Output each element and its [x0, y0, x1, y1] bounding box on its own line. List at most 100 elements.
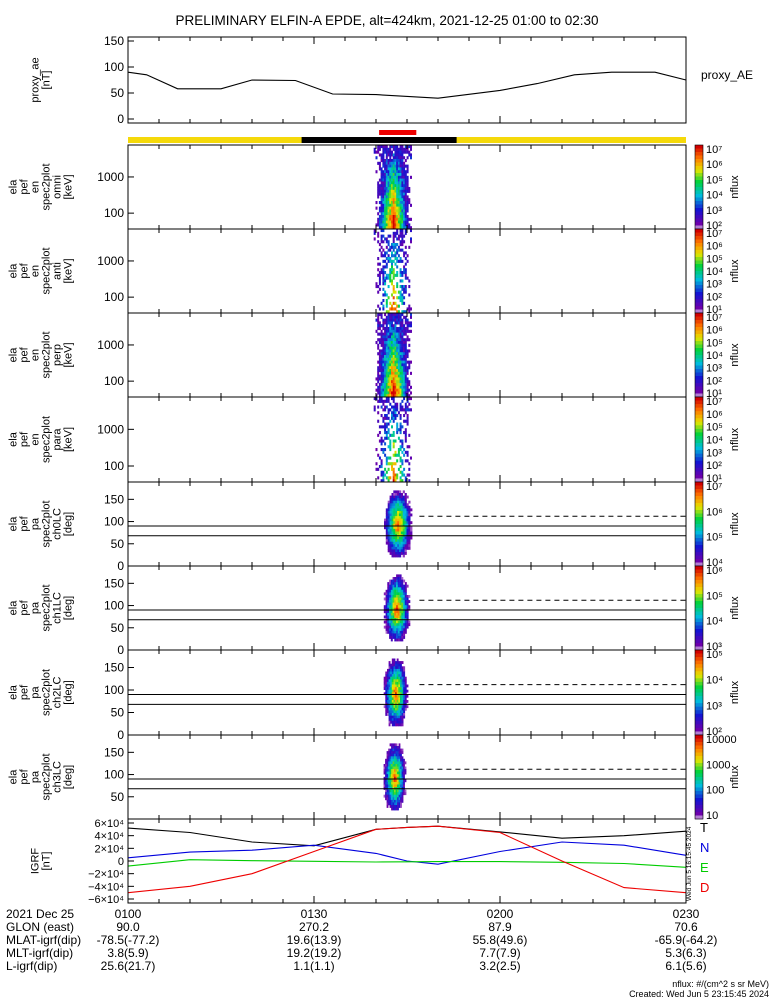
spectrogram-pixel [392, 273, 395, 277]
spectrogram-pixel [384, 473, 387, 477]
colorbar-segment [695, 264, 703, 268]
spectrogram-pixel [378, 363, 381, 367]
colorbar-segment [695, 201, 703, 205]
pitch-pixel [404, 707, 407, 711]
spectrogram-pixel [380, 315, 383, 319]
pitch-pixel [389, 771, 392, 775]
pitch-pixel [408, 508, 411, 512]
spectrogram-pixel [401, 234, 404, 238]
ylabel-9: IGRF [nT] [30, 848, 53, 875]
spectrogram-pixel [401, 321, 404, 325]
spectrogram-pixel [394, 416, 397, 420]
spectrogram-pixel [399, 346, 402, 350]
colorbar-segment [695, 611, 703, 616]
spectrogram-pixel [404, 245, 407, 249]
pitch-pixel [394, 615, 397, 619]
pitch-pixel [395, 769, 398, 772]
colorbar-segment [695, 678, 703, 683]
pitch-pixel [395, 668, 397, 672]
ylabel-8: ela pef pa spec2plot ch3LC [deg] [8, 753, 75, 800]
pitch-pixel [403, 687, 406, 690]
spectrogram-pixel [377, 399, 380, 403]
pitch-pixel [400, 676, 402, 680]
pitch-pixel [394, 799, 396, 803]
pitch-pixel [390, 592, 393, 596]
spectrogram-pixel [391, 223, 393, 227]
spectrogram-pixel [385, 329, 388, 333]
spectrogram-pixel [387, 366, 390, 370]
pitch-pixel [385, 774, 387, 778]
spectrogram-pixel [401, 145, 404, 149]
pitch-pixel [392, 600, 395, 603]
pitch-pixel [387, 513, 390, 517]
spectrogram-pixel [396, 360, 399, 364]
pitch-pixel [404, 531, 407, 535]
colorbar-segment [695, 496, 703, 500]
spectrogram-pixel [403, 338, 406, 342]
spectrogram-pixel [403, 167, 406, 171]
pitch-pixel [408, 521, 411, 525]
spectrogram-pixel [401, 310, 404, 314]
pitch-pixel [399, 638, 402, 642]
colorbar-tick-label: 10¹ [706, 473, 722, 485]
pitch-pixel [400, 513, 403, 517]
spectrogram-pixel [392, 147, 395, 151]
pitch-pixel [395, 495, 398, 499]
pitch-pixel [404, 516, 407, 519]
pitch-pixel [390, 689, 393, 693]
pitch-pixel [397, 549, 400, 553]
spectrogram-pixel [394, 307, 397, 311]
spectrogram-pixel [384, 290, 387, 294]
pitch-pixel [391, 676, 394, 680]
spectrogram-pixel [406, 408, 409, 412]
spectrogram-pixel [380, 212, 383, 216]
spectrogram-pixel [382, 394, 385, 398]
pitch-pixel [390, 630, 393, 634]
pitch-pixel [387, 587, 390, 591]
colorbar-label: nflux [729, 343, 741, 367]
spectrogram-pixel [385, 304, 388, 308]
spectrogram-pixel [404, 369, 407, 373]
spectrogram-pixel [387, 259, 390, 263]
ylabel-line: anti [52, 262, 64, 280]
colorbar-segment [695, 208, 703, 212]
spectrogram-pixel [392, 476, 395, 480]
pitch-pixel [402, 521, 405, 525]
pitch-pixel [403, 710, 406, 714]
ylabel-6: ela pef pa spec2plot ch1LC [deg] [8, 584, 75, 631]
pitch-pixel [395, 679, 397, 683]
spectrogram-pixel [385, 240, 388, 244]
pitch-pixel [410, 531, 413, 535]
plot-title: PRELIMINARY ELFIN-A EPDE, alt=424km, 202… [175, 13, 598, 28]
spectrogram-pixel [391, 164, 393, 168]
colorbar-segment [695, 460, 703, 465]
colorbar-segment [695, 257, 703, 261]
spectrogram-pixel [396, 459, 399, 463]
spectrogram-pixel [380, 394, 383, 398]
pitch-pixel [389, 794, 392, 798]
spectrogram-pixel [403, 265, 406, 269]
spectrogram-pixel [392, 355, 395, 359]
spectrogram-pixel [387, 178, 390, 182]
colorbar-segment [695, 478, 703, 483]
panel-frame [127, 36, 687, 124]
pitch-pixel [399, 544, 402, 548]
pitch-pixel [401, 697, 404, 701]
spectrogram-pixel [406, 352, 409, 356]
spectrogram-pixel [380, 268, 383, 272]
pitch-pixel [395, 684, 397, 688]
spectrogram-pixel [396, 383, 399, 387]
spectrogram-pixel [401, 259, 404, 263]
spectrogram-pixel [384, 448, 387, 452]
colorbar-segment [695, 618, 703, 623]
pitch-pixel [400, 761, 402, 765]
spectrogram-pixel [403, 184, 406, 188]
spectrogram-pixel [403, 206, 406, 210]
pitch-pixel [393, 684, 396, 688]
pitch-pixel [404, 700, 407, 703]
spectrogram-pixel [401, 332, 404, 336]
spectrogram-pixel [389, 329, 392, 333]
spectrogram-pixel [380, 355, 383, 359]
pitch-pixel [386, 789, 389, 793]
spectrogram-pixel [391, 304, 393, 308]
